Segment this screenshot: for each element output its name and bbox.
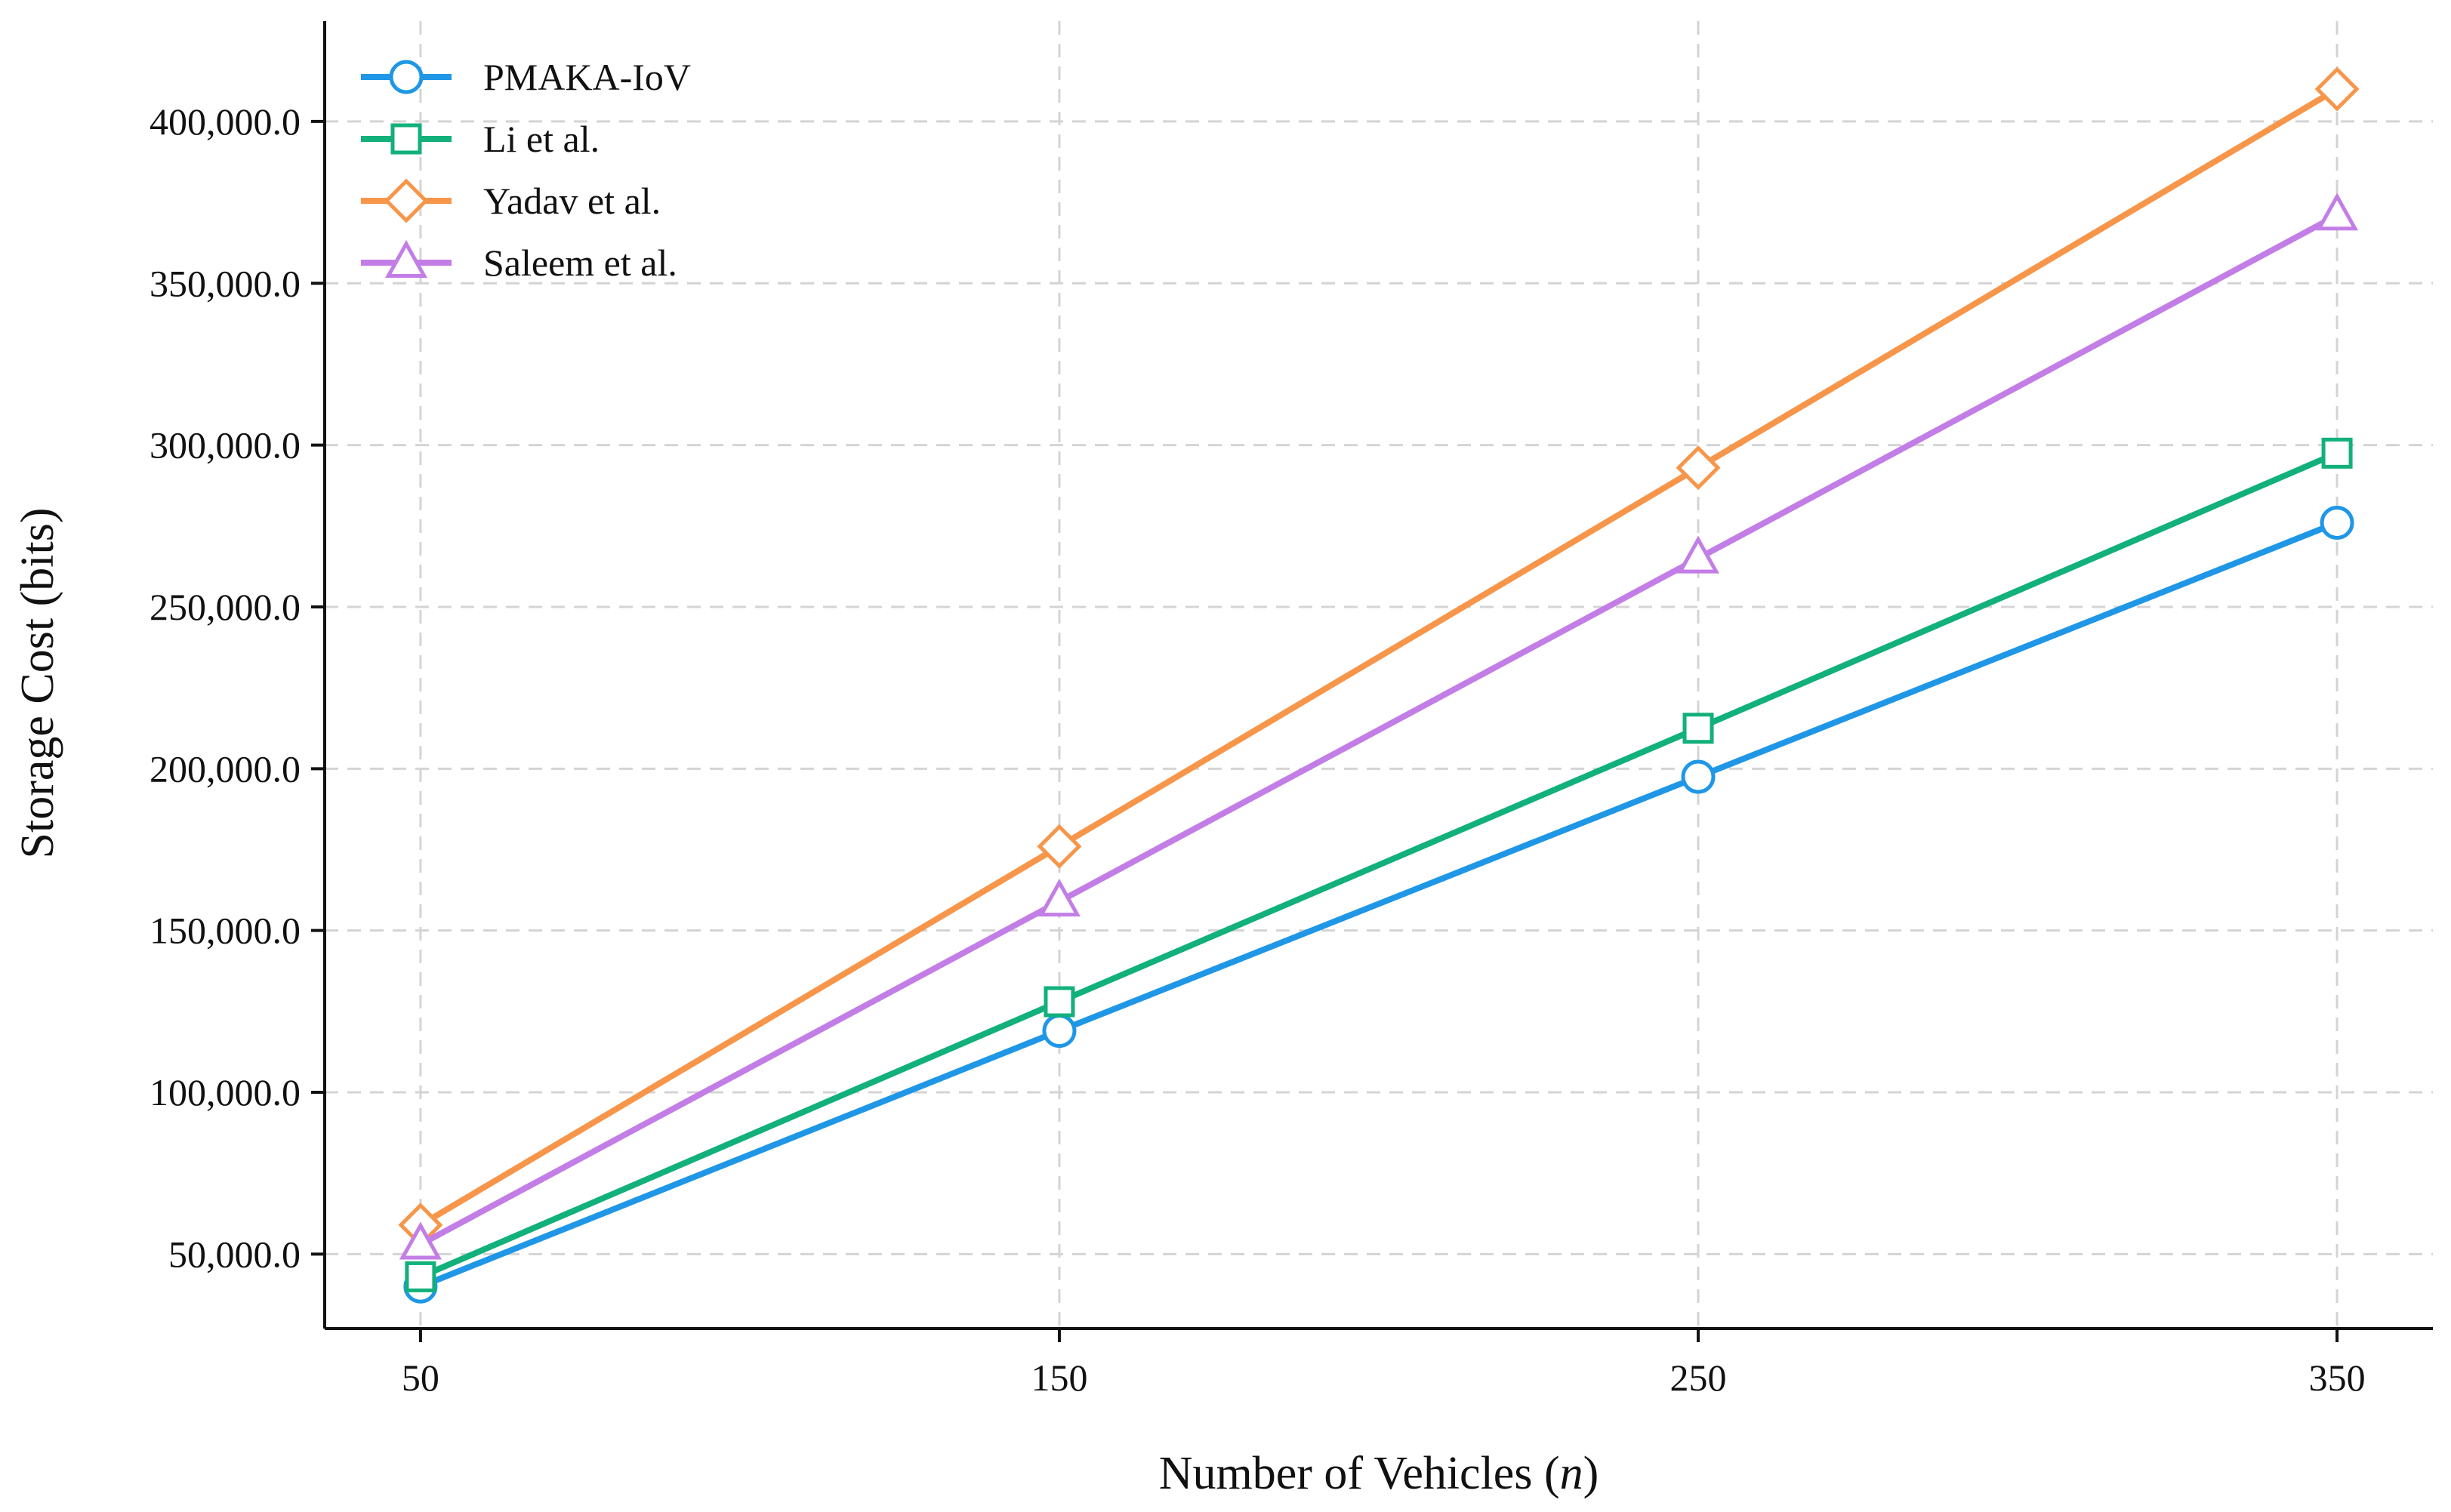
y-tick-label: 200,000.0 — [150, 747, 301, 790]
x-tick-label: 350 — [2309, 1356, 2366, 1399]
grid — [325, 21, 2433, 1329]
x-tick-label: 150 — [1031, 1356, 1087, 1399]
legend-marker — [389, 60, 424, 94]
y-tick-label: 350,000.0 — [150, 262, 301, 304]
data-point-saleem-et-al — [399, 1221, 442, 1260]
y-tick-label: 50,000.0 — [168, 1233, 301, 1275]
legend-item-yadav-et-al: Yadav et al. — [361, 178, 661, 223]
legend-label: Saleem et al. — [483, 242, 677, 284]
data-point-li-et-al — [1044, 986, 1075, 1018]
legend-label: Li et al. — [483, 118, 600, 160]
data-point-yadav-et-al — [1037, 824, 1082, 869]
legend-item-saleem-et-al: Saleem et al. — [361, 239, 677, 284]
data-point-saleem-et-al — [1037, 878, 1081, 917]
x-axis-label: Number of Vehicles (n) — [1159, 1448, 1599, 1499]
y-tick-label: 250,000.0 — [150, 586, 301, 628]
legend: PMAKA-IoV Li et al. Yadav et al. Saleem et … — [361, 56, 691, 284]
data-point-li-et-al — [405, 1261, 436, 1292]
x-tick-label: 50 — [402, 1356, 439, 1399]
series-pmaka-iov — [403, 506, 2354, 1304]
data-point-li-et-al — [1682, 713, 1714, 744]
series-yadav-et-al — [398, 66, 2360, 1248]
data-point-saleem-et-al — [2316, 192, 2359, 231]
x-tick-label: 250 — [1670, 1356, 1727, 1399]
series-saleem-et-al — [399, 192, 2359, 1260]
data-point-pmaka-iov — [1681, 759, 1716, 794]
legend-marker — [390, 123, 422, 155]
ticks: 50 150 250 350 50,000.0 100,000.0 150,000.0 200… — [150, 100, 2366, 1399]
y-axis-label: Storage Cost (bits) — [12, 508, 63, 859]
axes — [323, 21, 2433, 1330]
series-li-et-al — [405, 437, 2353, 1292]
data-point-pmaka-iov — [2320, 506, 2354, 540]
y-tick-label: 100,000.0 — [150, 1071, 301, 1113]
legend-marker — [384, 178, 429, 223]
series-line-saleem-et-al — [419, 212, 2338, 1248]
data-point-pmaka-iov — [1042, 1014, 1077, 1049]
series — [398, 66, 2360, 1304]
data-point-li-et-al — [2321, 437, 2353, 469]
legend-label: Yadav et al. — [483, 180, 661, 222]
y-tick-label: 150,000.0 — [150, 910, 301, 952]
data-point-yadav-et-al — [2314, 66, 2360, 112]
series-line-yadav-et-al — [418, 86, 2339, 1228]
legend-item-li-et-al: Li et al. — [361, 118, 600, 160]
data-point-yadav-et-al — [1676, 445, 1721, 491]
legend-label: PMAKA-IoV — [483, 56, 691, 98]
data-point-saleem-et-al — [1677, 535, 1720, 574]
legend-item-pmaka-iov: PMAKA-IoV — [361, 56, 691, 98]
series-line-li-et-al — [419, 450, 2338, 1280]
y-tick-label: 400,000.0 — [150, 100, 301, 143]
series-line-pmaka-iov — [419, 519, 2338, 1289]
legend-marker — [384, 239, 428, 278]
y-tick-label: 300,000.0 — [150, 424, 301, 467]
